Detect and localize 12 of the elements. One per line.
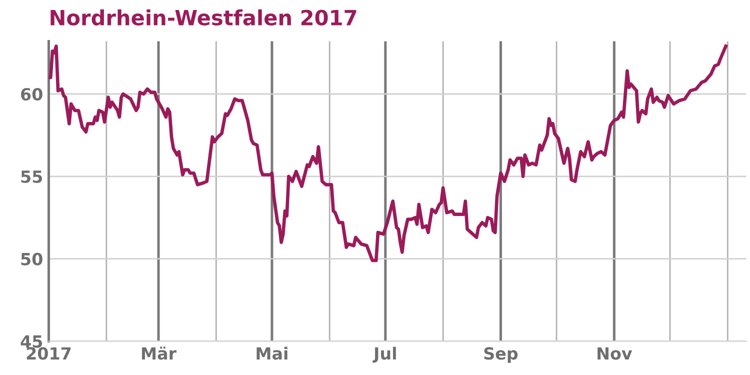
y-tick-label: 60 xyxy=(21,88,42,101)
x-tick-label: 2017 xyxy=(26,347,71,360)
y-tick-label: 50 xyxy=(21,252,42,266)
x-tick-label: Mär xyxy=(142,346,176,360)
y-tick-label: 45 xyxy=(20,335,42,348)
line-series xyxy=(48,44,728,262)
x-tick-label: Mai xyxy=(256,346,288,360)
chart-title: Nordrhein-Westfalen 2017 xyxy=(50,9,356,26)
y-tick-label: 55 xyxy=(21,170,42,183)
x-tick-label: Jul xyxy=(372,346,396,363)
x-tick-label: Sep xyxy=(484,347,518,363)
x-tick-label: Nov xyxy=(598,347,632,360)
